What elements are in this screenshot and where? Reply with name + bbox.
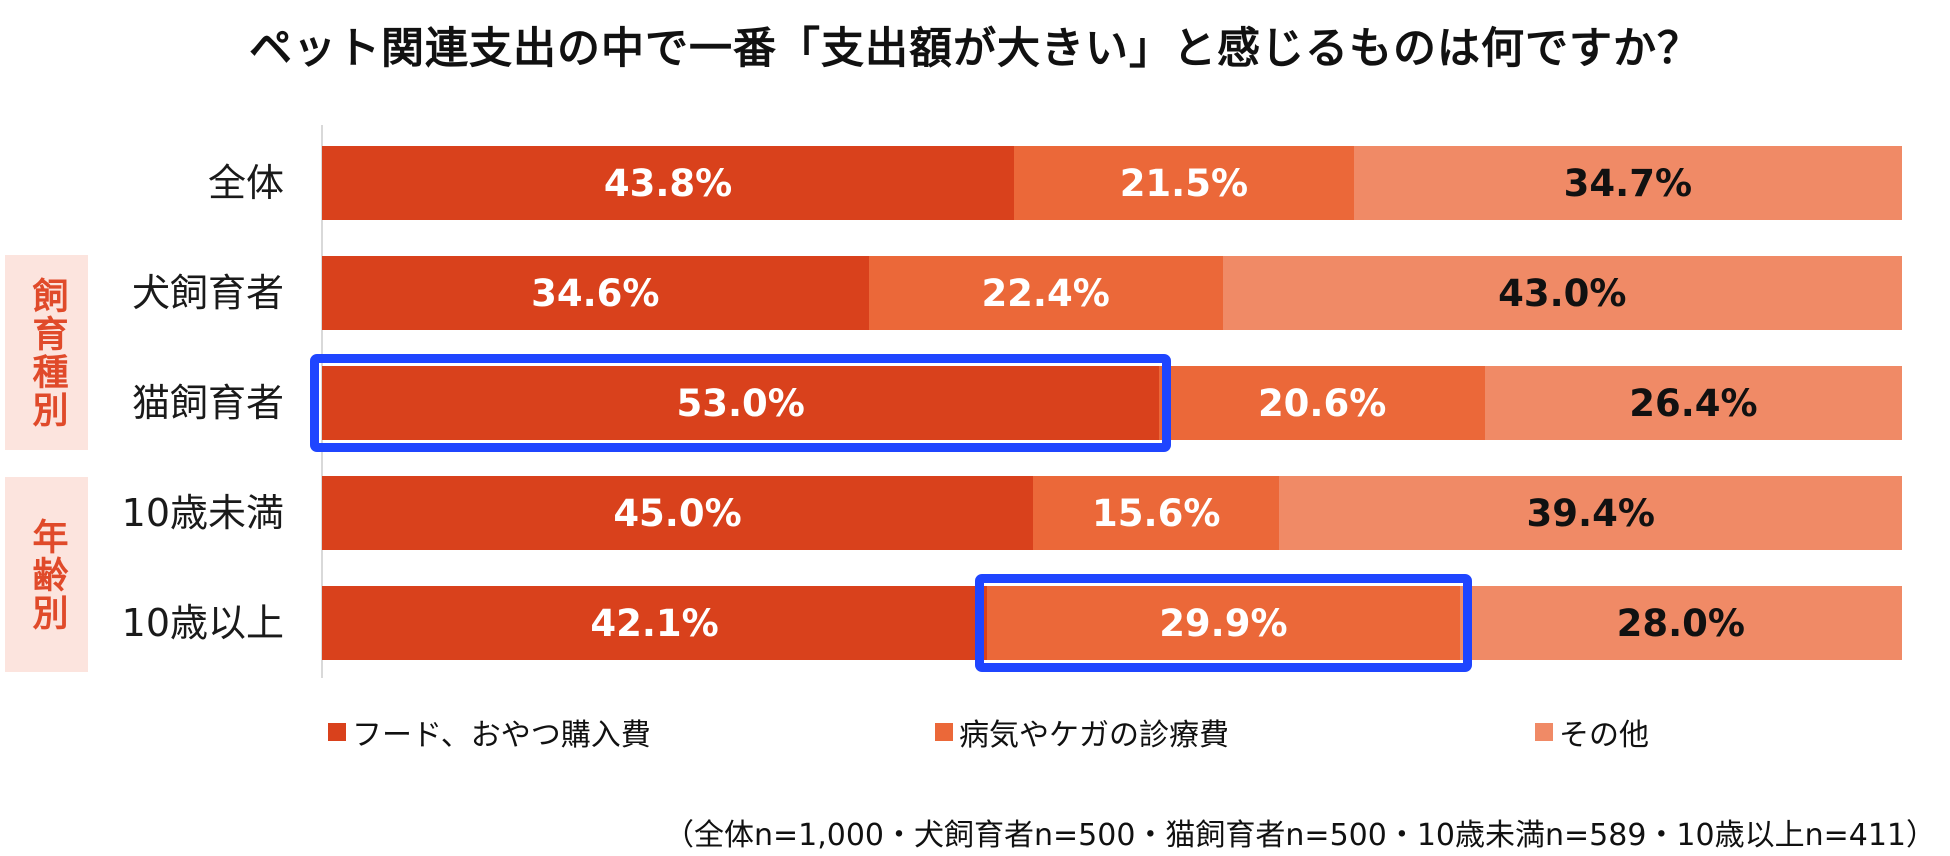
bar-segment: 39.4% xyxy=(1279,476,1902,550)
bar-segment: 22.4% xyxy=(868,256,1223,330)
data-label: 20.6% xyxy=(1257,381,1387,425)
bar-segment: 21.5% xyxy=(1014,146,1354,220)
bar-row: 43.8% 21.5% 34.7% xyxy=(322,146,1902,220)
bar-segment: 20.6% xyxy=(1159,366,1485,440)
bar-row: 45.0% 15.6% 39.4% xyxy=(322,476,1902,550)
data-label: 42.1% xyxy=(590,601,719,645)
data-label: 45.0% xyxy=(613,491,742,535)
bar-segment: 34.6% xyxy=(322,256,869,330)
legend-item: その他 xyxy=(1535,710,1649,754)
bar-segment: 42.1% xyxy=(322,586,988,660)
bar-segment: 43.0% xyxy=(1222,256,1902,330)
legend-label: フード、おやつ購入費 xyxy=(352,718,651,753)
bar-segment: 34.7% xyxy=(1353,146,1902,220)
category-label: 全体 xyxy=(207,161,284,205)
bar-segment: 26.4% xyxy=(1484,366,1902,440)
data-label: 34.7% xyxy=(1563,161,1693,205)
data-label: 53.0% xyxy=(676,381,805,425)
data-label: 28.0% xyxy=(1616,601,1745,645)
legend-swatch xyxy=(328,723,346,741)
category-label: 10歳以上 xyxy=(121,601,284,645)
data-label: 34.6% xyxy=(531,271,660,315)
bar-segment: 53.0% xyxy=(322,366,1160,440)
category-label: 猫飼育者 xyxy=(131,381,284,425)
bar-segment: 15.6% xyxy=(1033,476,1280,550)
legend-item: 病気やケガの診療費 xyxy=(935,710,1229,754)
bar-row: 34.6% 22.4% 43.0% xyxy=(322,256,1902,330)
data-label: 43.8% xyxy=(603,161,733,205)
bar-row: 53.0% 20.6% 26.4% xyxy=(322,366,1902,440)
data-label: 15.6% xyxy=(1092,491,1221,535)
data-label: 39.4% xyxy=(1526,491,1655,535)
group-label-text: 年齢別 xyxy=(26,517,68,632)
category-label: 犬飼育者 xyxy=(131,271,284,315)
bar-row: 42.1% 29.9% 28.0% xyxy=(322,586,1902,660)
bar-segment: 28.0% xyxy=(1459,586,1902,660)
legend-swatch xyxy=(935,723,953,741)
bar-segment: 45.0% xyxy=(322,476,1033,550)
legend-label: 病気やケガの診療費 xyxy=(959,718,1229,753)
data-label: 29.9% xyxy=(1159,601,1288,645)
group-label-species: 飼育種別 xyxy=(5,255,88,450)
data-label: 43.0% xyxy=(1498,271,1627,315)
category-label: 10歳未満 xyxy=(121,491,284,535)
data-label: 22.4% xyxy=(981,271,1110,315)
legend-item: フード、おやつ購入費 xyxy=(328,710,651,754)
bar-segment: 43.8% xyxy=(322,146,1015,220)
group-label-text: 飼育種別 xyxy=(26,276,68,429)
chart-title: ペット関連支出の中で一番「支出額が大きい」と感じるものは何ですか？ xyxy=(249,24,1701,74)
legend-swatch xyxy=(1535,723,1553,741)
data-label: 21.5% xyxy=(1119,161,1249,205)
sample-size-note: （全体n=1,000・犬飼育者n=500・猫飼育者n=500・10歳未満n=58… xyxy=(663,818,1936,853)
legend-label: その他 xyxy=(1559,718,1649,753)
group-label-age: 年齢別 xyxy=(5,477,88,672)
bar-segment: 29.9% xyxy=(987,586,1460,660)
data-label: 26.4% xyxy=(1629,381,1758,425)
